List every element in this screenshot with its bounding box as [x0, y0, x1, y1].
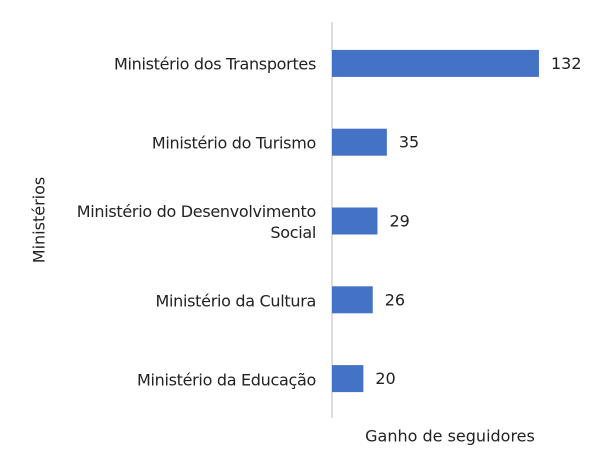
data-label: 35 — [399, 133, 419, 152]
y-tick-label: Ministério dos Transportes — [113, 54, 316, 74]
y-tick-label: Ministério do Turismo — [151, 133, 316, 153]
data-label: 29 — [389, 212, 409, 231]
data-label: 26 — [385, 290, 405, 309]
x-axis-title: Ganho de seguidores — [365, 427, 535, 446]
bar — [332, 207, 378, 235]
y-tick-label: Ministério da Cultura — [155, 291, 317, 311]
bar — [332, 286, 373, 314]
y-tick-label: Ministério do Desenvolvimento Social — [76, 202, 317, 242]
y-tick-label: Ministério da Educação — [136, 370, 316, 390]
bar — [332, 365, 364, 393]
y-axis-title: Ministérios — [30, 177, 49, 263]
data-label: 20 — [375, 369, 395, 388]
bar — [332, 49, 539, 77]
data-label: 132 — [551, 54, 582, 73]
bar — [332, 128, 387, 156]
